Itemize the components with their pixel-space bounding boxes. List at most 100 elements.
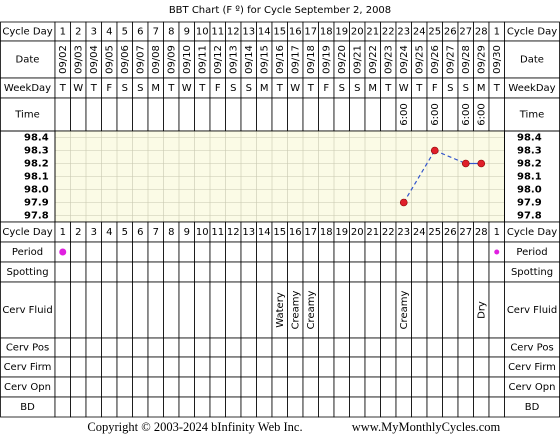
weekday: F bbox=[323, 83, 329, 94]
cycle-day: 1 bbox=[60, 27, 66, 38]
row-label: Cycle Day bbox=[2, 227, 52, 238]
cell bbox=[271, 356, 288, 378]
cell bbox=[194, 396, 211, 418]
cell bbox=[225, 261, 242, 283]
cell bbox=[240, 97, 257, 132]
cell bbox=[364, 261, 381, 283]
cell bbox=[426, 356, 443, 378]
cell bbox=[194, 261, 211, 283]
cycle-day: 21 bbox=[366, 227, 379, 238]
cell bbox=[333, 97, 350, 132]
date: 09/16 bbox=[275, 45, 286, 74]
cell bbox=[333, 281, 350, 339]
date: 09/27 bbox=[445, 45, 456, 74]
date: 09/03 bbox=[73, 45, 84, 74]
weekday: S bbox=[339, 83, 345, 94]
cell bbox=[426, 376, 443, 398]
cell bbox=[194, 281, 211, 339]
date: 09/23 bbox=[383, 45, 394, 74]
row-label-right: Spotting bbox=[511, 267, 553, 278]
weekday: M bbox=[260, 83, 269, 94]
cell bbox=[116, 261, 133, 283]
weekday: T bbox=[276, 83, 284, 94]
cell bbox=[271, 241, 288, 263]
cell bbox=[488, 97, 505, 132]
cycle-day: 24 bbox=[413, 27, 426, 38]
cell bbox=[302, 261, 319, 283]
cell bbox=[349, 241, 366, 263]
y-tick-label: 97.8 bbox=[24, 211, 49, 222]
cell bbox=[240, 376, 257, 398]
row-label: Time bbox=[14, 110, 39, 121]
cycle-day: 10 bbox=[196, 27, 209, 38]
weekday: T bbox=[198, 83, 206, 94]
cell bbox=[364, 376, 381, 398]
cell bbox=[147, 376, 164, 398]
cycle-day: 3 bbox=[91, 227, 97, 238]
weekday: T bbox=[307, 83, 315, 94]
cell bbox=[225, 356, 242, 378]
cell bbox=[287, 356, 304, 378]
cell bbox=[178, 337, 195, 358]
weekday: W bbox=[399, 83, 409, 94]
cell bbox=[302, 376, 319, 398]
cell bbox=[302, 356, 319, 378]
cycle-day: 4 bbox=[106, 27, 112, 38]
cycle-day: 7 bbox=[153, 27, 159, 38]
cell bbox=[271, 337, 288, 358]
date: 09/05 bbox=[104, 45, 115, 74]
cell bbox=[380, 261, 397, 283]
cycle-day: 27 bbox=[459, 27, 472, 38]
date: 09/26 bbox=[430, 45, 441, 74]
cell bbox=[85, 97, 102, 132]
row-label-right: Cerv Fluid bbox=[507, 305, 557, 316]
cycle-day: 12 bbox=[227, 227, 240, 238]
cell bbox=[225, 241, 242, 263]
cell bbox=[225, 337, 242, 358]
cell bbox=[194, 376, 211, 398]
cell bbox=[240, 396, 257, 418]
cycle-day: 10 bbox=[196, 227, 209, 238]
cycle-day: 11 bbox=[211, 227, 224, 238]
cell bbox=[380, 356, 397, 378]
cell bbox=[488, 376, 505, 398]
cell bbox=[426, 337, 443, 358]
cell bbox=[225, 396, 242, 418]
temp-point bbox=[477, 159, 486, 168]
cell bbox=[426, 281, 443, 339]
cell bbox=[395, 376, 412, 398]
cell bbox=[132, 241, 149, 263]
temp-point bbox=[461, 159, 470, 168]
cell bbox=[349, 281, 366, 339]
cell bbox=[209, 356, 226, 378]
cell bbox=[349, 356, 366, 378]
cell bbox=[256, 241, 273, 263]
time: 6:00 bbox=[399, 103, 410, 125]
cycle-day: 28 bbox=[475, 227, 488, 238]
cell bbox=[101, 337, 118, 358]
cell bbox=[318, 261, 335, 283]
cell bbox=[457, 281, 474, 339]
cell bbox=[85, 337, 102, 358]
cell bbox=[287, 396, 304, 418]
cell bbox=[380, 241, 397, 263]
site-url[interactable]: www.MyMonthlyCycles.com bbox=[352, 420, 501, 434]
date: 09/10 bbox=[182, 45, 193, 74]
cycle-day: 23 bbox=[397, 227, 410, 238]
cell bbox=[457, 396, 474, 418]
cell bbox=[457, 376, 474, 398]
cell bbox=[54, 281, 71, 339]
row-label: Spotting bbox=[6, 267, 48, 278]
cell bbox=[194, 337, 211, 358]
date: 09/06 bbox=[120, 45, 131, 74]
cell bbox=[178, 281, 195, 339]
cell bbox=[302, 337, 319, 358]
cell bbox=[271, 97, 288, 132]
cell bbox=[442, 97, 459, 132]
cell bbox=[333, 241, 350, 263]
cell bbox=[85, 241, 102, 263]
cycle-day: 1 bbox=[60, 227, 66, 238]
cell bbox=[147, 241, 164, 263]
cell bbox=[256, 356, 273, 378]
